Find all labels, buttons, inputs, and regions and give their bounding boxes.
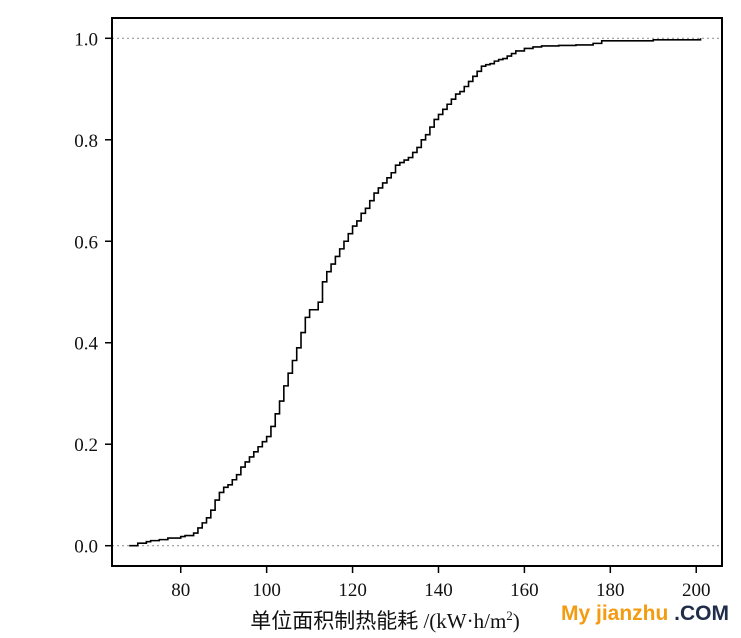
x-axis-title: 单位面积制热能耗 /(kW·h/m2) [250,608,520,633]
watermark-part2: .COM [668,602,729,625]
y-tick-label: 0.8 [74,131,98,152]
x-axis-title-main: 单位面积制热能耗 /(kW·h/m [250,609,506,633]
x-tick-label: 180 [596,580,625,601]
x-tick-label: 140 [424,580,453,601]
x-tick-label: 80 [171,580,190,601]
ecdf-series-line-0 [129,38,702,547]
plot-frame [111,17,723,567]
watermark: My jianzhu .COM [561,602,729,626]
x-tick-label: 100 [252,580,281,601]
y-tick-label: 0.4 [74,334,98,355]
y-tick-label: 0.2 [74,435,98,456]
x-tick-label: 200 [682,580,711,601]
y-tick-label: 1.0 [74,29,98,50]
x-tick-label: 160 [510,580,539,601]
x-tick-label: 120 [338,580,367,601]
y-tick-label: 0.6 [74,232,98,253]
x-axis-title-tail: ) [513,609,520,633]
x-axis-title-sup: 2 [506,608,513,623]
watermark-part1: My jianzhu [560,602,669,625]
y-tick-label: 0.0 [74,537,98,558]
